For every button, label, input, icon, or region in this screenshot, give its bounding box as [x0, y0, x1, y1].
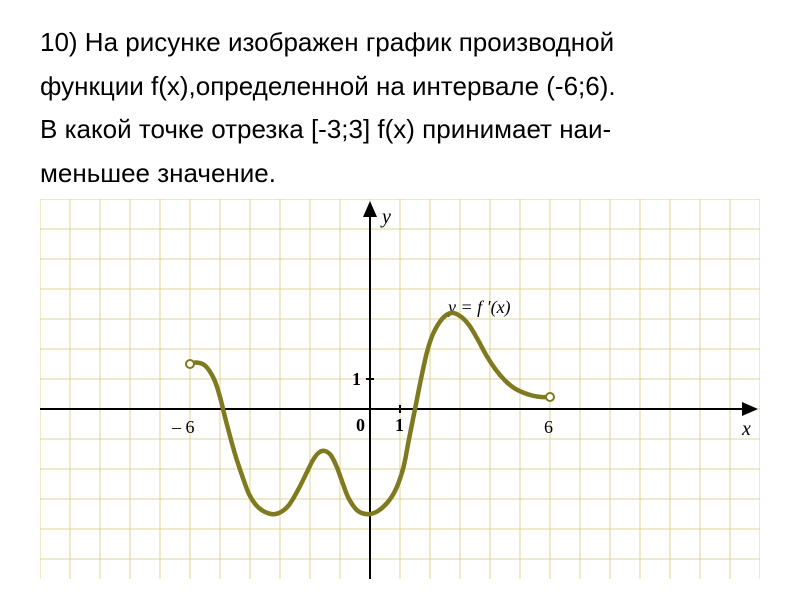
svg-text:x: x: [741, 418, 751, 440]
problem-line-2: функции f(x),определенной на интервале (…: [40, 68, 760, 106]
problem-line-4: меньшее значение.: [40, 155, 760, 193]
problem-line-3: В какой точке отрезка [-3;3] f(x) приним…: [40, 111, 760, 149]
svg-text:6: 6: [544, 417, 553, 437]
svg-text:1: 1: [395, 415, 404, 435]
problem-line-1: 10) На рисунке изображен график производ…: [40, 24, 760, 62]
svg-text:0: 0: [356, 415, 365, 435]
svg-text:y: y: [380, 206, 391, 228]
svg-text:– 6: – 6: [171, 417, 195, 437]
derivative-chart: 011– 66yxy = f ′(x): [40, 199, 760, 579]
svg-text:1: 1: [352, 369, 361, 389]
